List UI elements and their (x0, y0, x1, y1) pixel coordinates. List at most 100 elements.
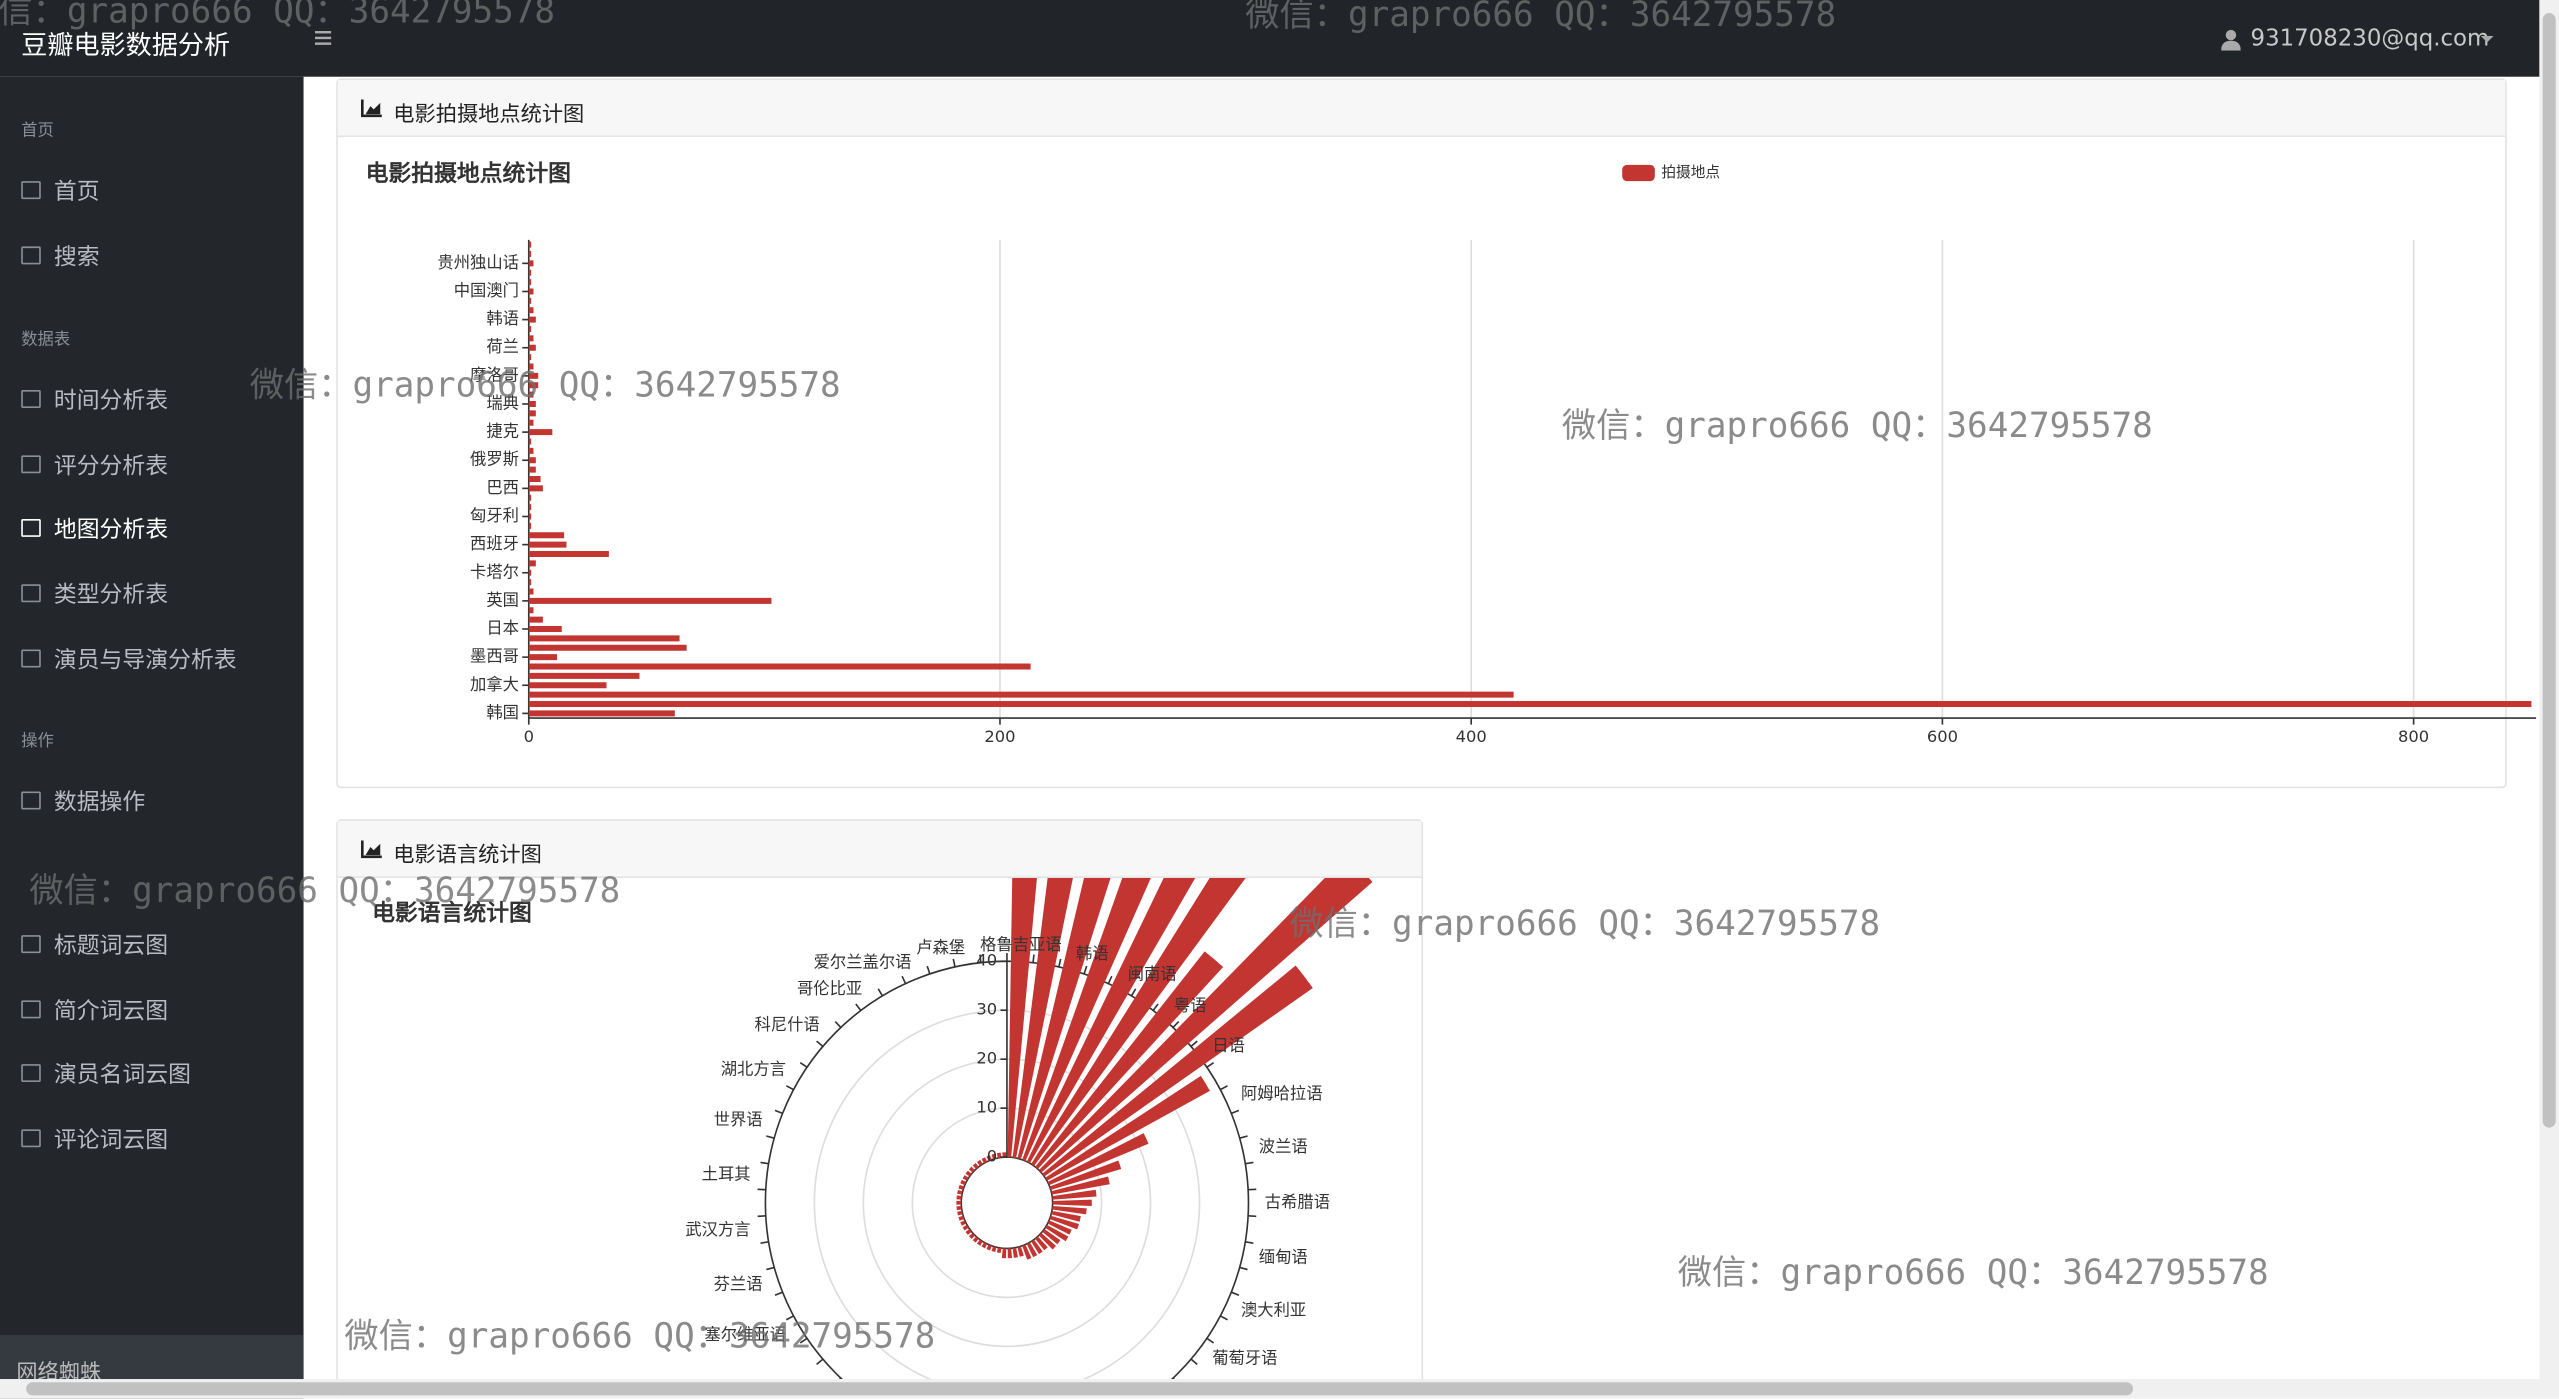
nav-item[interactable]: 搜索 (53, 244, 100, 271)
bar[interactable] (528, 672, 640, 679)
bar[interactable] (528, 382, 539, 389)
bar[interactable] (965, 1170, 972, 1177)
nav-item[interactable]: 评分分析表 (53, 453, 169, 480)
bar[interactable] (528, 597, 772, 604)
bar[interactable] (956, 1205, 962, 1211)
nav-item[interactable]: 地图分析表 (53, 517, 169, 545)
bar[interactable] (528, 344, 536, 351)
nav-item[interactable]: 数据操作 (53, 789, 146, 816)
bar[interactable] (528, 569, 532, 576)
bar[interactable] (528, 485, 543, 492)
bar[interactable] (981, 1242, 988, 1249)
bar[interactable] (1047, 1133, 1149, 1186)
bar[interactable] (965, 1229, 972, 1235)
bar[interactable] (528, 260, 534, 267)
nav-item[interactable]: 演员与导演分析表 (53, 647, 237, 674)
bar[interactable] (528, 635, 680, 642)
bar[interactable] (996, 1247, 1002, 1253)
nav-item[interactable]: 标题词云图 (53, 933, 169, 960)
nav-item[interactable]: 简介词云图 (53, 998, 169, 1025)
bar[interactable] (986, 1244, 992, 1251)
bar[interactable] (528, 316, 536, 323)
bar[interactable] (1045, 1075, 1210, 1181)
nav-item[interactable]: 演员名词云图 (53, 1063, 191, 1090)
bar[interactable] (528, 466, 536, 473)
bar[interactable] (528, 541, 567, 548)
bar[interactable] (528, 457, 536, 464)
bar[interactable] (1035, 1236, 1048, 1251)
h-thumb[interactable] (26, 1382, 2134, 1396)
nav-item[interactable]: 时间分析表 (53, 388, 169, 415)
bar[interactable] (1047, 1220, 1072, 1235)
bar[interactable] (1002, 1152, 1007, 1158)
user-email[interactable]: 931708230@qq.com (2250, 26, 2490, 53)
bar[interactable] (528, 654, 558, 661)
bar[interactable] (981, 1157, 988, 1164)
bar[interactable] (960, 1220, 967, 1226)
bar[interactable] (1012, 696, 1109, 1159)
bar[interactable] (528, 363, 534, 370)
bar[interactable] (1022, 698, 1224, 1162)
h-scrollbar[interactable] (0, 1379, 2559, 1399)
bar[interactable] (976, 1159, 983, 1166)
bar[interactable] (528, 710, 675, 717)
bar[interactable] (528, 494, 532, 501)
bar[interactable] (528, 429, 553, 436)
bar[interactable] (1026, 844, 1207, 1164)
legend-label[interactable]: 拍摄地点 (1661, 164, 1720, 181)
bar[interactable] (528, 607, 534, 614)
bar[interactable] (528, 626, 562, 633)
bar[interactable] (528, 701, 2532, 708)
bar[interactable] (1051, 1176, 1110, 1195)
bar[interactable] (1052, 1205, 1087, 1215)
bar[interactable] (528, 663, 1031, 670)
bar[interactable] (1035, 951, 1224, 1170)
bar[interactable] (976, 1239, 983, 1246)
bar[interactable] (986, 1155, 992, 1162)
bar[interactable] (1042, 965, 1313, 1177)
bar[interactable] (968, 1232, 975, 1239)
bar[interactable] (528, 616, 543, 623)
bar[interactable] (528, 532, 565, 539)
bar[interactable] (960, 1179, 967, 1186)
bar[interactable] (1031, 1239, 1043, 1255)
bar[interactable] (968, 1166, 975, 1173)
bar[interactable] (972, 1163, 979, 1170)
menu-toggle[interactable] (314, 29, 332, 45)
bar[interactable] (1042, 1229, 1061, 1245)
bar[interactable] (1007, 854, 1039, 1158)
bar[interactable] (956, 1200, 962, 1205)
bar[interactable] (528, 269, 532, 276)
bar[interactable] (528, 335, 534, 342)
legend-swatch[interactable] (1622, 164, 1655, 182)
bar[interactable] (1026, 1242, 1038, 1258)
bar[interactable] (528, 410, 536, 417)
bar[interactable] (528, 447, 534, 454)
bar[interactable] (528, 522, 532, 529)
bar[interactable] (528, 288, 534, 295)
nav-item[interactable]: 评论词云图 (53, 1127, 169, 1154)
v-scrollbar[interactable] (2539, 0, 2559, 1380)
bar[interactable] (528, 325, 532, 332)
bar[interactable] (1052, 1189, 1097, 1200)
bar[interactable] (1017, 1246, 1024, 1257)
bar[interactable] (956, 1195, 962, 1200)
bar[interactable] (1049, 1160, 1122, 1190)
bar[interactable] (528, 241, 532, 248)
bar[interactable] (1017, 739, 1151, 1160)
bar[interactable] (528, 372, 539, 379)
bar[interactable] (957, 1190, 963, 1195)
bar[interactable] (1038, 1232, 1057, 1250)
bar[interactable] (528, 513, 532, 520)
bar[interactable] (991, 1153, 997, 1160)
bar[interactable] (996, 1152, 1002, 1159)
bar[interactable] (1052, 1199, 1092, 1207)
bar[interactable] (528, 560, 536, 567)
bar[interactable] (528, 279, 532, 286)
bar[interactable] (528, 400, 536, 407)
nav-item[interactable]: 类型分析表 (53, 582, 169, 609)
bar[interactable] (1012, 1247, 1018, 1258)
bar[interactable] (1001, 1248, 1007, 1259)
bar[interactable] (528, 307, 534, 314)
v-thumb[interactable] (2542, 13, 2556, 1128)
